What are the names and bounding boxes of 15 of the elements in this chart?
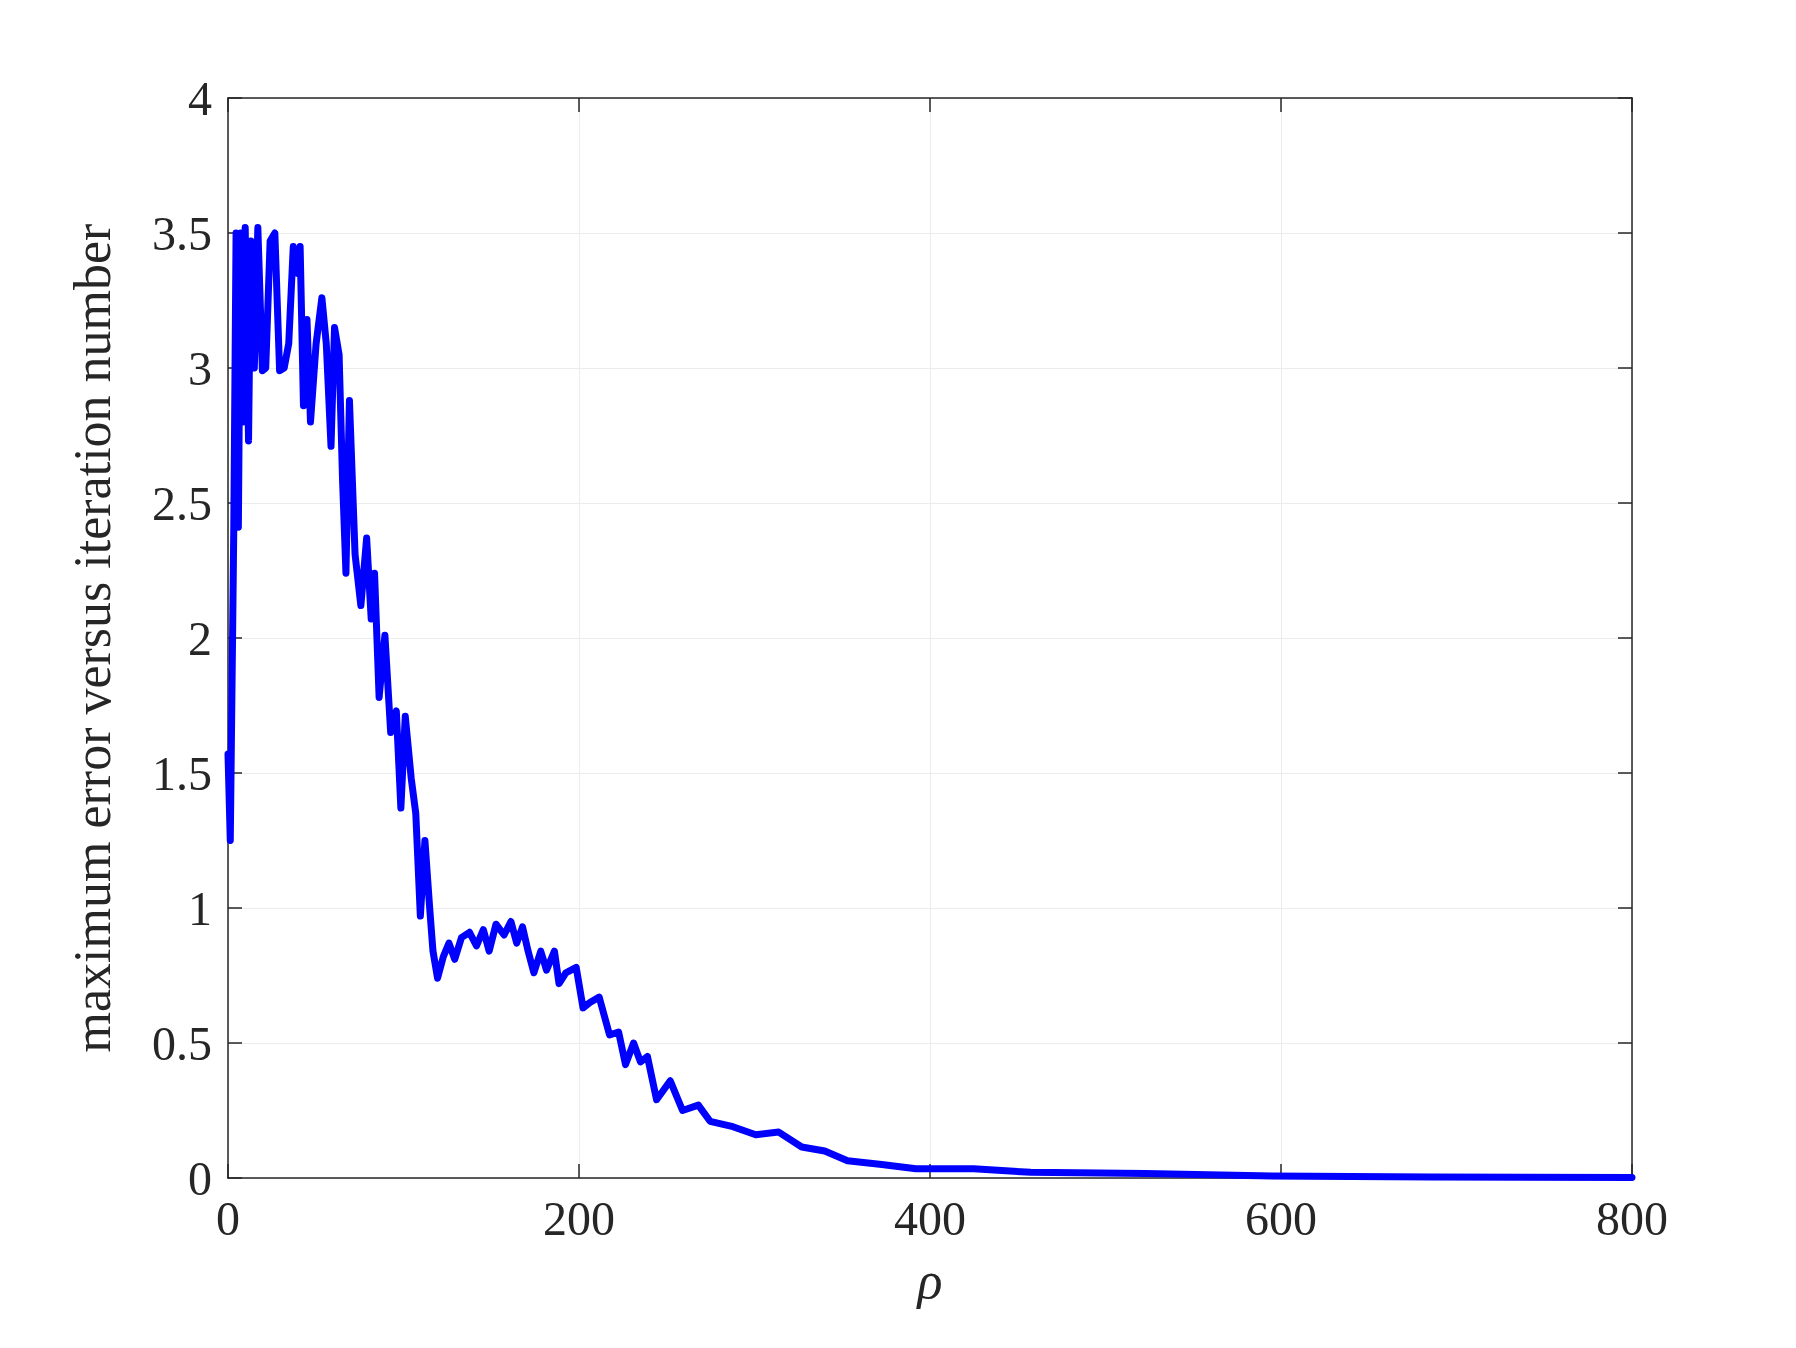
y-axis-title: maximum error versus iteration number	[63, 223, 121, 1053]
y-tick-label: 0.5	[152, 1016, 212, 1070]
y-tick-label: 4	[188, 71, 212, 125]
x-tick-label: 800	[1596, 1191, 1668, 1245]
y-tick-label: 2	[188, 611, 212, 665]
y-tick-label: 1.5	[152, 746, 212, 800]
y-tick-label: 2.5	[152, 476, 212, 530]
x-tick-label: 600	[1245, 1191, 1317, 1245]
y-tick-label: 3	[188, 341, 212, 395]
y-tick-label: 0	[188, 1151, 212, 1205]
x-tick-label: 400	[894, 1191, 966, 1245]
x-tick-label: 200	[543, 1191, 615, 1245]
x-axis-title: ρ	[915, 1251, 943, 1309]
y-tick-label: 3.5	[152, 206, 212, 260]
y-tick-label: 1	[188, 881, 212, 935]
